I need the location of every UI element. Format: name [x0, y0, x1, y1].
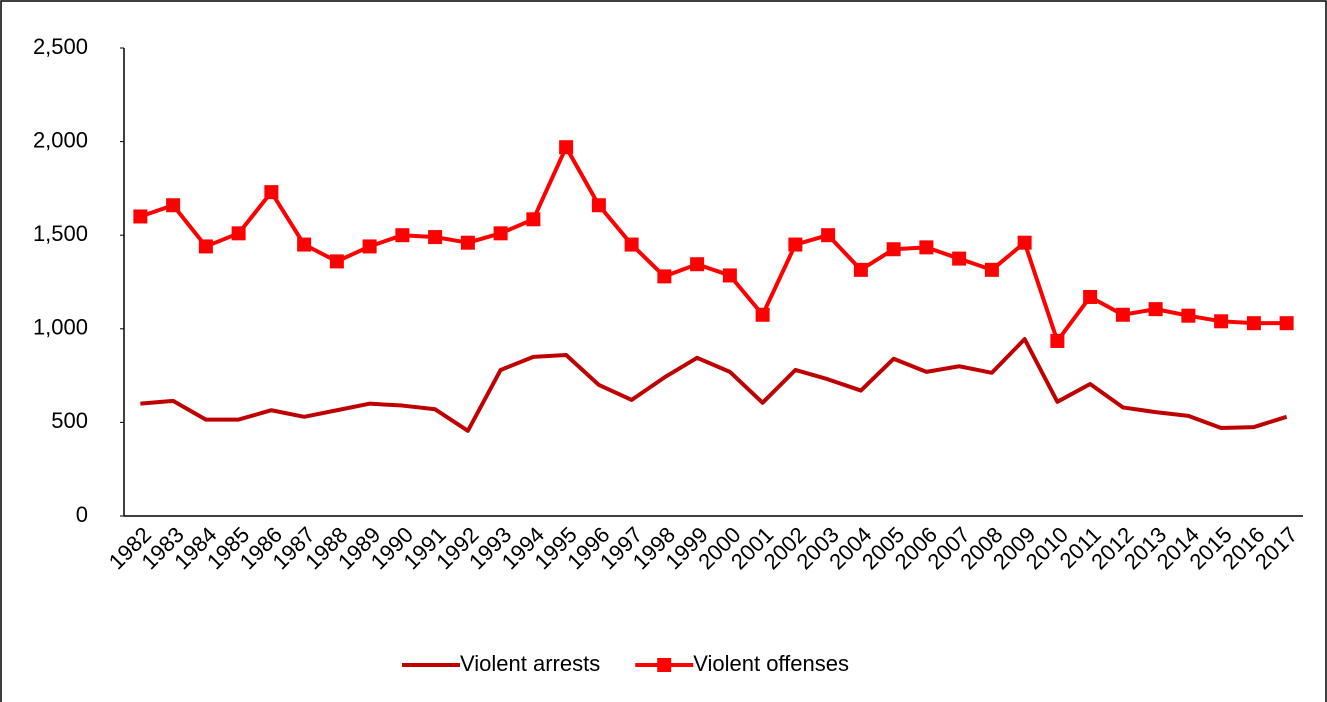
point-marker [1083, 289, 1098, 304]
point-marker [264, 185, 279, 200]
point-marker [1246, 316, 1261, 331]
y-tick-label: 1,500 [33, 221, 88, 246]
y-tick-label: 2,000 [33, 127, 88, 152]
point-marker [821, 228, 836, 243]
point-marker [297, 237, 312, 252]
y-tick-label: 1,000 [33, 315, 88, 340]
point-marker [166, 198, 181, 213]
point-marker [788, 237, 803, 252]
point-marker [1148, 302, 1163, 317]
point-marker [952, 251, 967, 266]
y-tick-label: 0 [76, 502, 88, 527]
point-marker [329, 254, 344, 269]
point-marker [1181, 308, 1196, 323]
point-marker [755, 307, 770, 322]
point-marker [526, 212, 541, 227]
point-marker [198, 239, 213, 254]
point-marker [1017, 235, 1032, 250]
legend-marker [657, 658, 672, 672]
point-marker [1115, 307, 1130, 322]
series-line [140, 337, 1288, 433]
point-marker [853, 262, 868, 277]
point-marker [133, 209, 148, 224]
legend-label: Violent arrests [460, 651, 600, 676]
point-marker [591, 198, 606, 213]
point-marker [231, 226, 246, 241]
point-marker [493, 226, 508, 241]
point-marker [559, 140, 574, 155]
legend-label: Violent offenses [693, 651, 849, 676]
point-marker [362, 239, 377, 254]
y-tick-label: 2,500 [33, 34, 88, 59]
point-marker [460, 235, 475, 250]
point-marker [919, 240, 934, 255]
point-marker [984, 262, 999, 277]
y-tick-label: 500 [51, 408, 88, 433]
point-marker [657, 269, 672, 284]
series-line [139, 145, 1287, 343]
point-marker [1279, 316, 1294, 331]
point-marker [690, 257, 705, 272]
point-marker [624, 237, 639, 252]
point-marker [886, 242, 901, 257]
point-marker [1214, 314, 1229, 329]
point-marker [722, 268, 737, 283]
point-marker [428, 230, 443, 245]
point-marker [1050, 333, 1065, 348]
point-marker [395, 228, 410, 243]
